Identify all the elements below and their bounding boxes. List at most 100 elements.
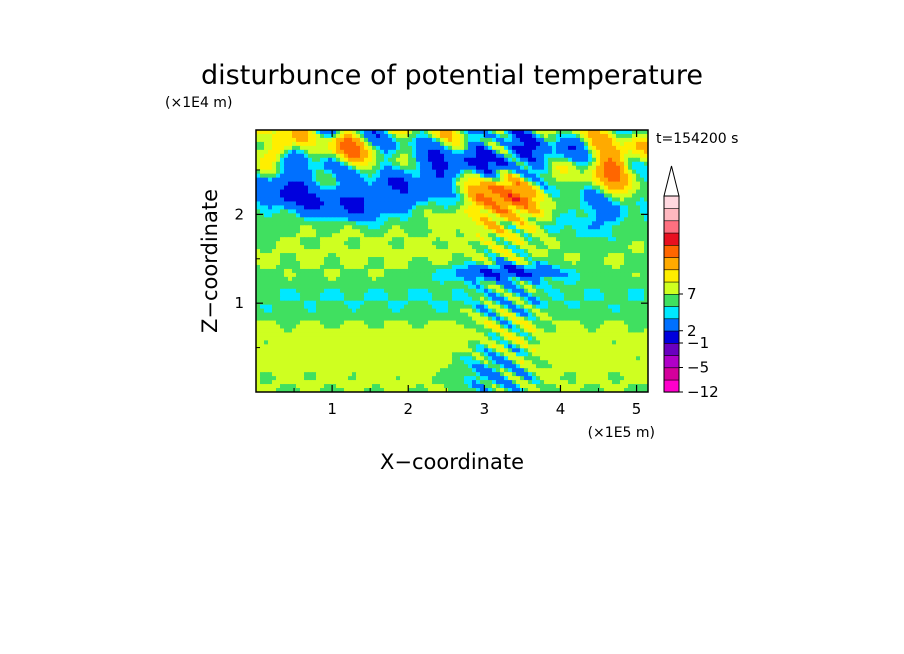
field-cell — [316, 328, 321, 334]
field-cell — [472, 292, 477, 298]
field-cell — [384, 237, 389, 242]
field-cell — [620, 197, 625, 203]
field-cell — [480, 197, 485, 203]
field-cell — [640, 261, 645, 266]
field-cell — [340, 153, 345, 159]
field-cell — [336, 217, 341, 222]
field-cell — [604, 233, 609, 238]
field-cell — [272, 161, 277, 167]
field-cell — [548, 225, 553, 230]
field-cell — [460, 233, 465, 238]
field-cell — [484, 133, 489, 139]
field-cell — [324, 253, 329, 258]
field-cell — [384, 308, 389, 314]
field-cell — [332, 189, 337, 195]
field-cell — [328, 157, 333, 163]
field-cell — [320, 280, 325, 286]
field-cell — [336, 312, 341, 318]
field-cell — [592, 253, 597, 258]
field-cell — [412, 324, 417, 330]
field-cell — [552, 237, 557, 242]
field-cell — [260, 149, 265, 155]
field-cell — [540, 292, 545, 298]
field-cell — [628, 233, 633, 238]
field-cell — [512, 157, 517, 163]
field-cell — [580, 201, 585, 207]
field-cell — [584, 181, 589, 187]
field-cell — [396, 284, 401, 290]
field-cell — [364, 157, 369, 163]
field-cell — [580, 292, 585, 298]
field-cell — [532, 177, 537, 183]
field-cell — [544, 300, 549, 306]
field-cell — [328, 177, 333, 183]
field-cell — [624, 324, 629, 330]
field-cell — [468, 149, 473, 155]
field-cell — [508, 205, 513, 210]
field-cell — [316, 249, 321, 254]
field-cell — [572, 169, 577, 175]
field-cell — [288, 145, 293, 151]
field-cell — [460, 253, 465, 258]
field-cell — [588, 177, 593, 183]
field-cell — [516, 213, 521, 218]
field-cell — [420, 157, 425, 163]
field-cell — [540, 161, 545, 167]
field-cell — [612, 257, 617, 262]
field-cell — [616, 245, 621, 250]
field-cell — [356, 169, 361, 175]
field-cell — [356, 253, 361, 258]
field-cell — [432, 320, 437, 326]
field-cell — [584, 185, 589, 191]
field-cell — [392, 141, 397, 147]
field-cell — [604, 324, 609, 330]
field-cell — [620, 181, 625, 187]
field-cell — [356, 181, 361, 187]
field-cell — [316, 213, 321, 218]
field-cell — [408, 320, 413, 326]
field-cell — [508, 253, 513, 258]
field-cell — [620, 137, 625, 143]
field-cell — [632, 197, 637, 203]
field-cell — [408, 157, 413, 163]
field-cell — [500, 280, 505, 286]
field-cell — [528, 177, 533, 183]
field-cell — [628, 205, 633, 210]
field-cell — [644, 233, 648, 238]
field-cell — [624, 264, 629, 270]
field-cell — [620, 217, 625, 222]
field-cell — [484, 304, 489, 310]
field-cell — [284, 189, 289, 195]
field-cell — [636, 241, 641, 246]
field-cell — [332, 229, 337, 234]
field-cell — [356, 133, 361, 139]
field-cell — [408, 328, 413, 334]
field-cell — [308, 213, 313, 218]
field-cell — [600, 157, 605, 163]
field-cell — [576, 205, 581, 210]
field-cell — [320, 300, 325, 306]
field-cell — [360, 288, 365, 294]
field-cell — [396, 213, 401, 218]
field-cell — [464, 276, 469, 282]
field-cell — [440, 264, 445, 270]
field-cell — [332, 205, 337, 210]
field-cell — [560, 157, 565, 163]
field-cell — [524, 316, 529, 322]
field-cell — [556, 284, 561, 290]
field-cell — [448, 249, 453, 254]
field-cell — [428, 257, 433, 262]
field-cell — [468, 177, 473, 183]
field-cell — [612, 137, 617, 143]
field-cell — [396, 324, 401, 330]
field-cell — [596, 149, 601, 155]
field-cell — [324, 245, 329, 250]
field-cell — [492, 130, 497, 135]
field-cell — [260, 296, 265, 302]
field-cell — [468, 153, 473, 159]
field-cell — [476, 153, 481, 159]
field-cell — [464, 137, 469, 143]
field-cell — [540, 264, 545, 270]
field-cell — [352, 201, 357, 207]
field-cell — [288, 257, 293, 262]
